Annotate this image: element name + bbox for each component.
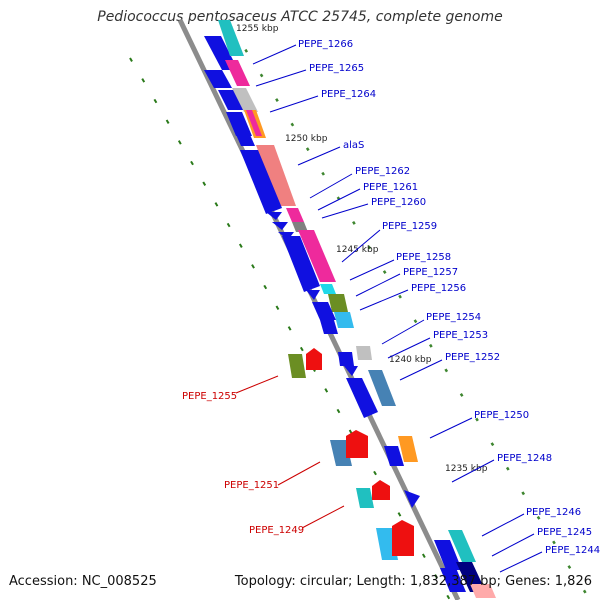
gene-arrow[interactable] [346,430,368,458]
gene-label[interactable]: PEPE_1253 [433,330,488,341]
gene-label[interactable]: PEPE_1255 [182,391,237,402]
gene-label[interactable]: PEPE_1251 [224,480,279,491]
gene-label[interactable]: PEPE_1258 [396,252,451,263]
kbp-label: 1250 kbp [285,134,328,144]
gene-arrow[interactable] [312,302,336,320]
gene-label[interactable]: PEPE_1259 [382,221,437,232]
kbp-label: 1245 kbp [336,245,379,255]
gene-label[interactable]: PEPE_1245 [537,527,592,538]
gene-arrow[interactable] [266,212,282,220]
gene-label[interactable]: PEPE_1248 [497,453,552,464]
forward-gene-labels: PEPE_1266 PEPE_1265 PEPE_1264 alaS PEPE_… [298,39,600,556]
kbp-label: 1240 kbp [389,355,432,365]
gene-label[interactable]: PEPE_1252 [445,352,500,363]
gene-label[interactable]: PEPE_1249 [249,525,304,536]
gene-block[interactable] [288,354,306,378]
map-title: Pediococcus pentosaceus ATCC 25745, comp… [97,9,503,25]
gene-block[interactable] [225,60,250,86]
gene-arrow[interactable] [346,378,378,418]
gene-arrow[interactable] [434,540,462,570]
gene-block[interactable] [292,222,308,232]
gene-arrow[interactable] [404,490,420,508]
gene-block[interactable] [232,88,258,112]
gene-arrow[interactable] [218,90,245,110]
gene-arrow[interactable] [440,568,466,592]
gene-block[interactable] [334,312,354,328]
gene-arrow[interactable] [272,222,288,230]
gene-arrow[interactable] [320,320,338,334]
gene-block[interactable] [218,20,244,56]
gene-block[interactable] [470,584,496,598]
gene-label[interactable]: PEPE_1246 [526,507,581,518]
gene-block[interactable] [246,110,262,136]
gene-label[interactable]: PEPE_1261 [363,182,418,193]
gene-arrow[interactable] [384,446,404,466]
forward-callout-lines [252,44,543,573]
outer-tick-rail [129,57,451,600]
gene-label[interactable]: alaS [343,140,364,151]
gene-label[interactable]: PEPE_1264 [321,89,376,100]
gene-block[interactable] [448,530,476,562]
gene-arrow[interactable] [306,348,322,370]
gene-label[interactable]: PEPE_1244 [545,545,600,556]
gene-block[interactable] [298,230,336,282]
gene-block[interactable] [328,294,348,312]
gene-label[interactable]: PEPE_1256 [411,283,466,294]
gene-arrow[interactable] [306,290,320,300]
reverse-gene-labels: PEPE_1255 PEPE_1251 PEPE_1249 [182,391,304,536]
gene-block[interactable] [356,346,372,360]
gene-arrow[interactable] [338,352,354,366]
gene-label[interactable]: PEPE_1266 [298,39,353,50]
gene-label[interactable]: PEPE_1260 [371,197,426,208]
gene-block[interactable] [320,284,336,294]
gene-arrow[interactable] [344,366,358,376]
gene-arrow[interactable] [392,520,414,556]
gene-arrow[interactable] [282,236,320,292]
kbp-label: 1255 kbp [236,24,279,34]
reverse-callout-lines [235,375,345,529]
gene-arrow[interactable] [204,70,232,88]
gene-alas[interactable] [256,145,296,206]
gene-block[interactable] [286,208,304,222]
gene-arrow[interactable] [240,150,282,214]
gene-label[interactable]: PEPE_1254 [426,312,481,323]
gene-label[interactable]: PEPE_1262 [355,166,410,177]
gene-arrow[interactable] [372,480,390,500]
accession-text: Accession: NC_008525 [9,574,157,589]
gene-arrow[interactable] [234,130,255,146]
gene-label[interactable]: PEPE_1257 [403,267,458,278]
gene-block[interactable] [398,436,418,462]
gene-label[interactable]: PEPE_1250 [474,410,529,421]
kbp-label: 1235 kbp [445,464,488,474]
gene-block[interactable] [356,488,374,508]
topology-text: Topology: circular; Length: 1,832,387 bp… [234,574,592,589]
gene-block[interactable] [368,370,396,406]
gene-blocks [204,20,496,598]
gene-label[interactable]: PEPE_1265 [309,63,364,74]
